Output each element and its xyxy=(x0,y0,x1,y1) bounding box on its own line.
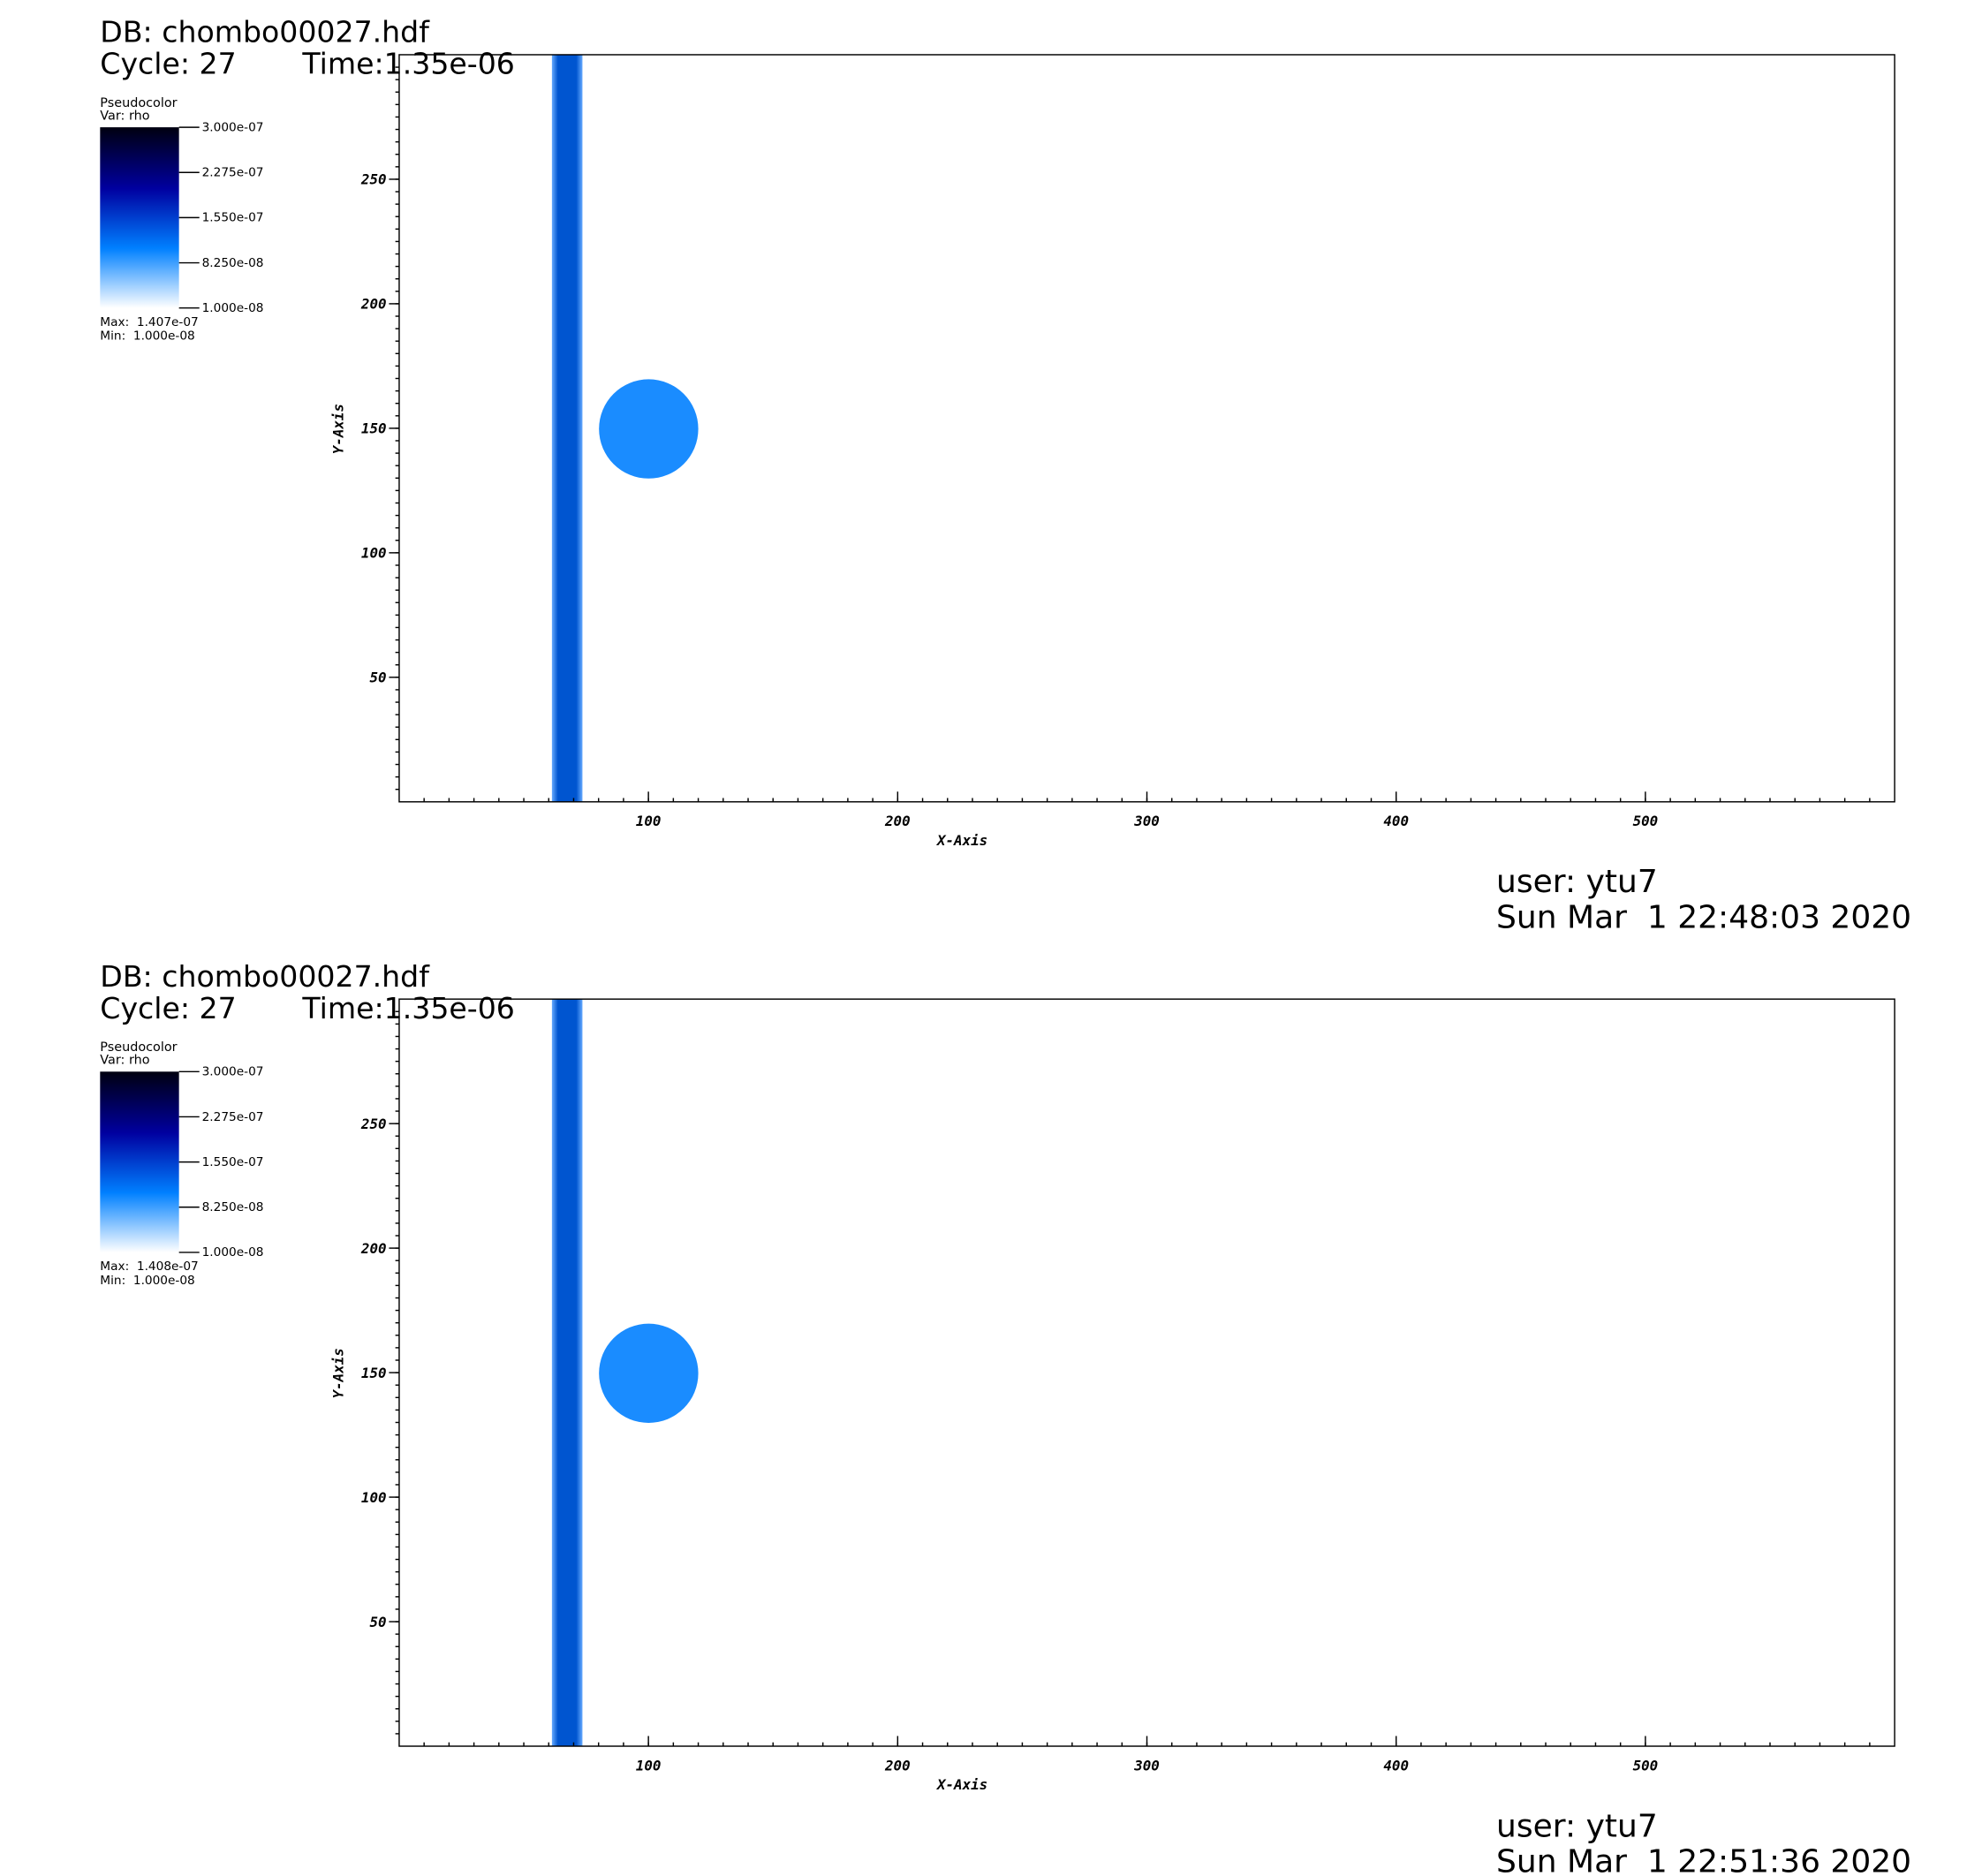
var-label: Var: rho xyxy=(100,109,149,123)
colorbar-tick-label: 2.275e-07 xyxy=(202,166,264,180)
plot-label: Pseudocolor xyxy=(100,1040,177,1055)
y-tick-label: 200 xyxy=(360,1240,387,1257)
time-label: Time:1.35e-06 xyxy=(301,47,514,81)
density-stripe xyxy=(551,54,583,802)
db-label: DB: chombo00027.hdf xyxy=(100,959,430,994)
x-tick-label: 400 xyxy=(1383,813,1409,829)
min-label: Min: 1.000e-08 xyxy=(100,1274,194,1288)
date-label: Sun Mar 1 22:48:03 2020 xyxy=(1496,899,1911,935)
y-tick-label: 50 xyxy=(369,1614,386,1630)
x-tick-label: 400 xyxy=(1383,1757,1409,1774)
y-tick-label: 100 xyxy=(361,545,387,562)
y-tick-label: 250 xyxy=(360,171,387,188)
colorbar-tick-label: 1.000e-08 xyxy=(202,1245,264,1259)
user-label: user: ytu7 xyxy=(1496,1808,1658,1844)
y-tick-label: 200 xyxy=(360,296,387,313)
colorbar-tick-label: 1.550e-07 xyxy=(202,211,264,225)
min-label: Min: 1.000e-08 xyxy=(100,329,194,344)
y-tick-label: 100 xyxy=(361,1489,387,1506)
density-bubble xyxy=(599,1323,699,1424)
max-label: Max: 1.407e-07 xyxy=(100,315,198,329)
db-label: DB: chombo00027.hdf xyxy=(100,15,430,49)
colorbar xyxy=(100,127,179,308)
cycle-label: Cycle: 27 xyxy=(100,991,236,1025)
x-axis-title: X-Axis xyxy=(935,832,987,849)
date-label: Sun Mar 1 22:51:36 2020 xyxy=(1496,1844,1911,1876)
time-label: Time:1.35e-06 xyxy=(301,991,514,1025)
x-tick-label: 200 xyxy=(884,813,911,829)
y-axis-title: Y-Axis xyxy=(330,404,347,454)
colorbar-tick-label: 8.250e-08 xyxy=(202,1200,264,1214)
x-tick-label: 500 xyxy=(1633,813,1659,829)
colorbar-tick-label: 2.275e-07 xyxy=(202,1110,264,1124)
user-label: user: ytu7 xyxy=(1496,864,1658,900)
x-tick-label: 300 xyxy=(1133,813,1160,829)
colorbar-tick-label: 8.250e-08 xyxy=(202,256,264,270)
y-tick-label: 50 xyxy=(369,669,386,686)
x-tick-label: 500 xyxy=(1633,1757,1659,1774)
y-tick-label: 150 xyxy=(361,1365,387,1381)
y-tick-label: 150 xyxy=(361,420,387,437)
y-axis-title: Y-Axis xyxy=(330,1348,347,1398)
x-tick-label: 100 xyxy=(636,1757,662,1774)
max-label: Max: 1.408e-07 xyxy=(100,1259,198,1274)
plot-label: Pseudocolor xyxy=(100,96,177,110)
x-tick-label: 100 xyxy=(636,813,662,829)
y-tick-label: 250 xyxy=(360,1116,387,1132)
colorbar xyxy=(100,1071,179,1252)
cycle-label: Cycle: 27 xyxy=(100,47,236,81)
colorbar-tick-label: 3.000e-07 xyxy=(202,1065,264,1079)
density-stripe xyxy=(551,999,583,1747)
colorbar-tick-label: 3.000e-07 xyxy=(202,120,264,134)
colorbar-tick-label: 1.550e-07 xyxy=(202,1155,264,1169)
colorbar-tick-label: 1.000e-08 xyxy=(202,301,264,315)
x-tick-label: 200 xyxy=(884,1757,911,1774)
var-label: Var: rho xyxy=(100,1054,149,1068)
density-bubble xyxy=(599,379,699,479)
x-axis-title: X-Axis xyxy=(935,1776,987,1793)
x-tick-label: 300 xyxy=(1133,1757,1160,1774)
